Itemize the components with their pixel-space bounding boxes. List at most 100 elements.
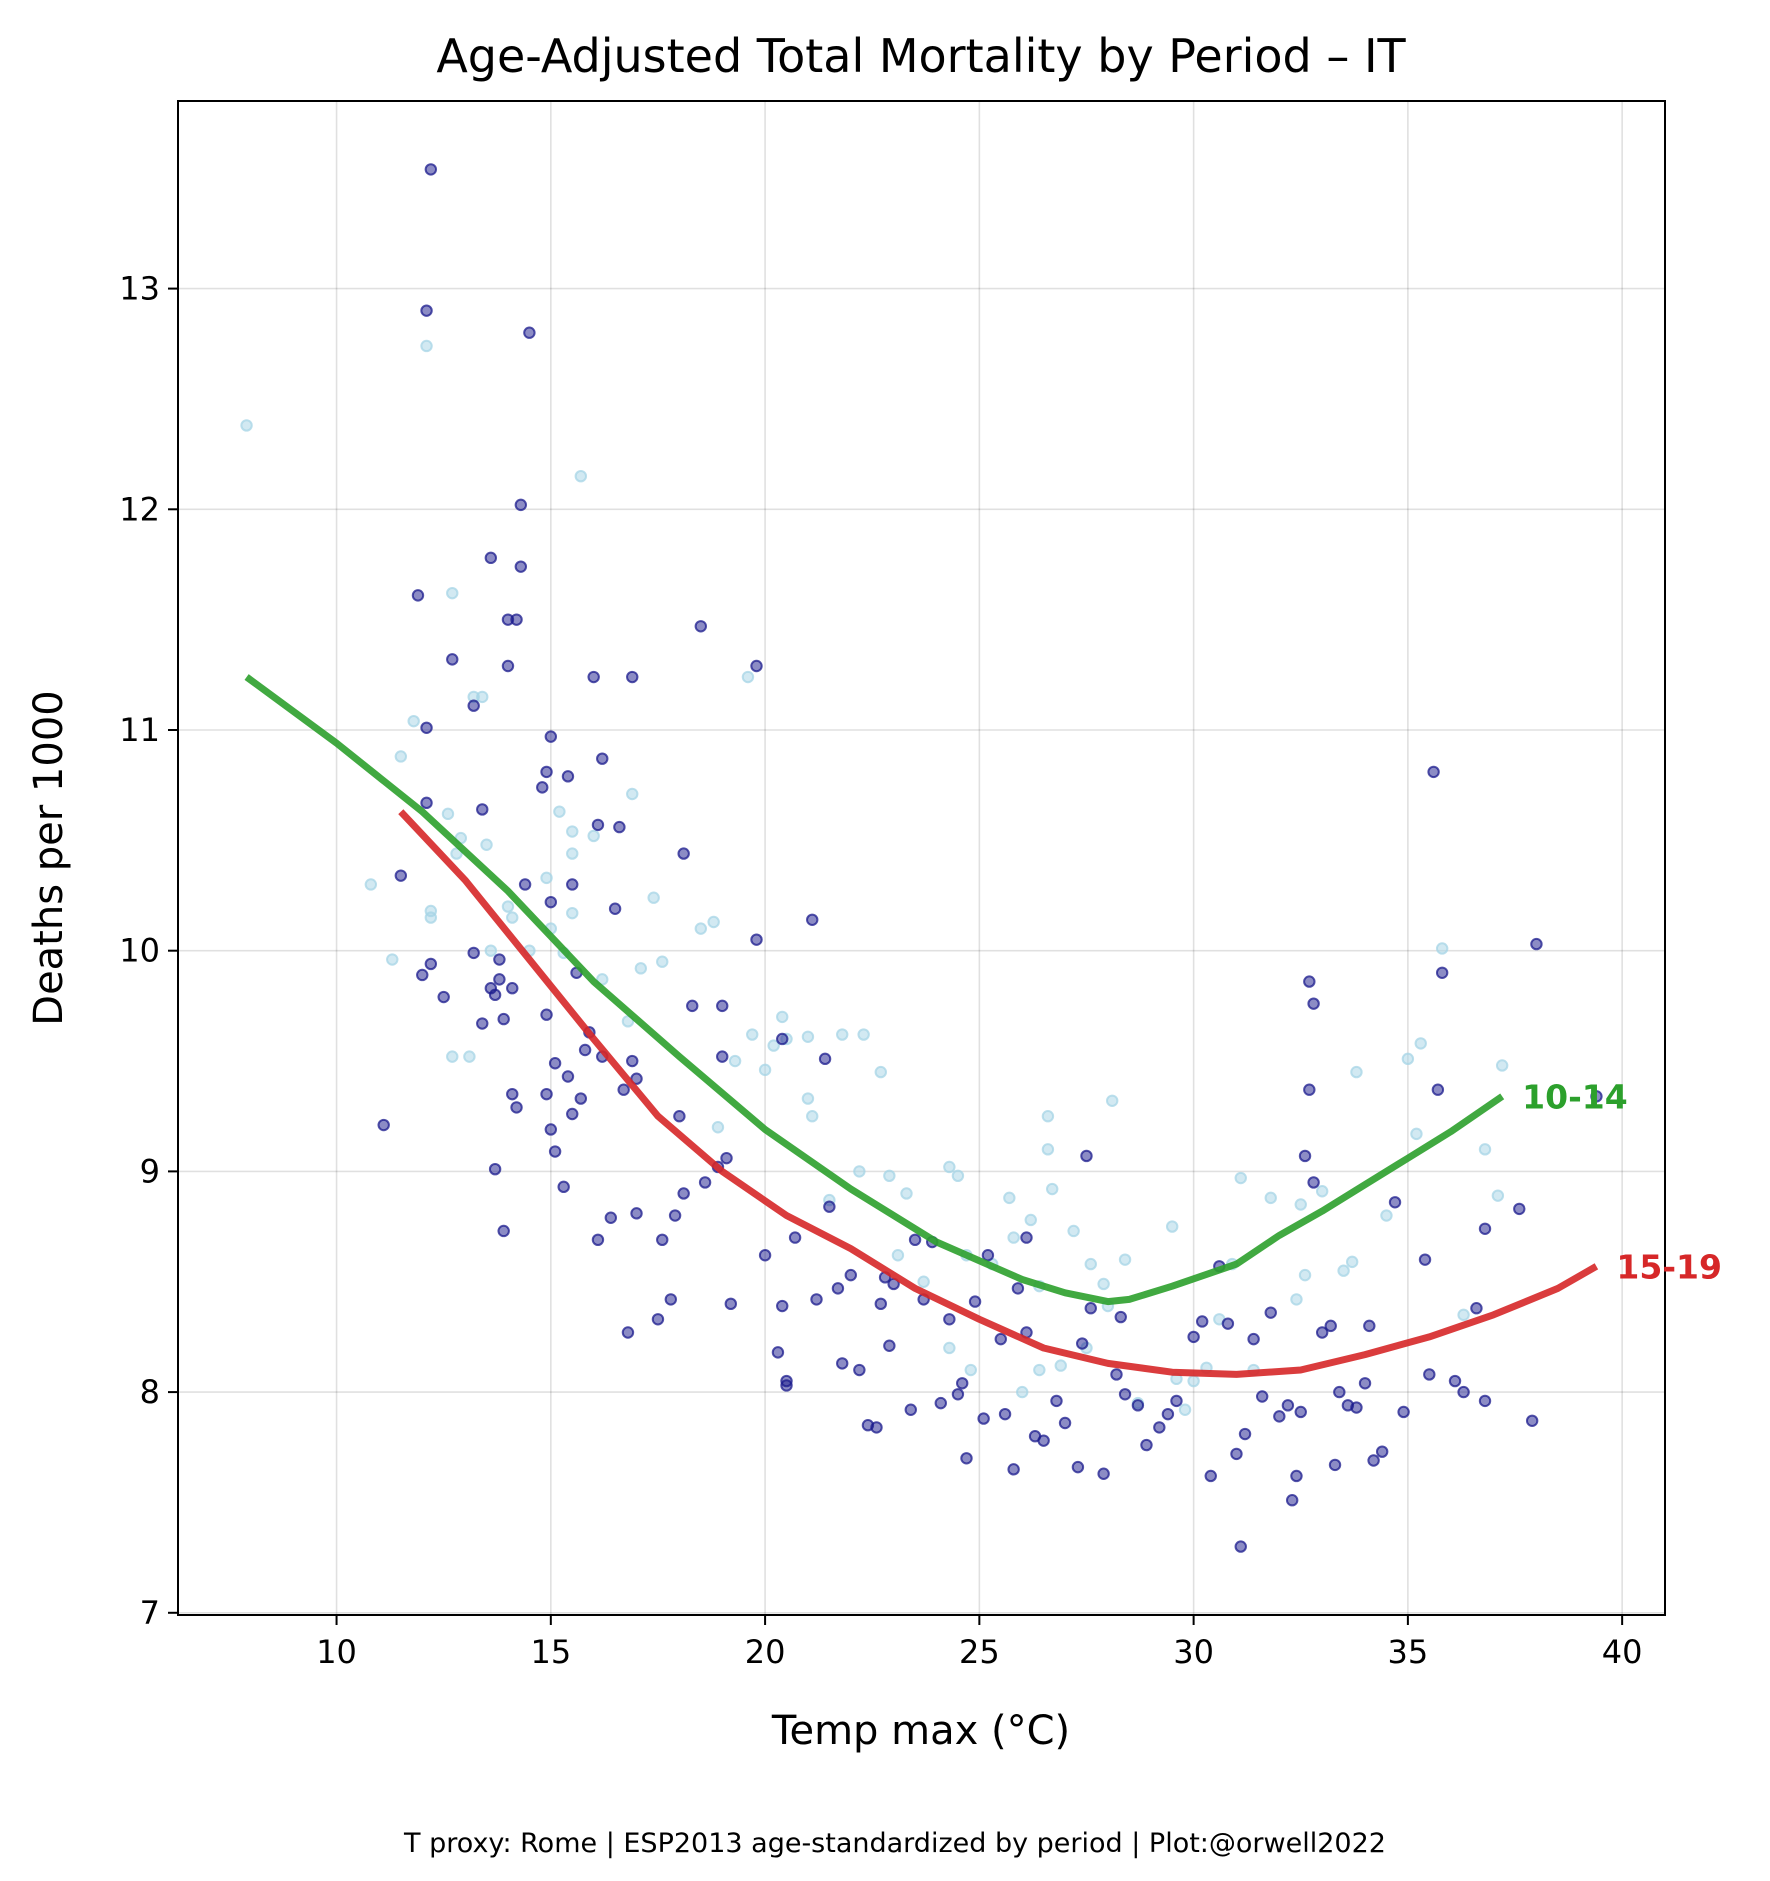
scatter-point <box>510 1101 523 1114</box>
scatter-point <box>917 1275 930 1288</box>
chart-caption: T proxy: Rome | ESP2013 age-standardized… <box>403 1828 1386 1859</box>
scatter-point <box>1328 1458 1342 1472</box>
scatter-point <box>1097 1467 1110 1480</box>
scatter-point <box>934 1396 947 1410</box>
scatter-point <box>1178 1403 1192 1416</box>
scatter-point <box>960 1452 973 1465</box>
scatter-point <box>476 690 489 704</box>
x-tick-label: 15 <box>530 1633 571 1671</box>
scatter-point <box>548 1057 562 1070</box>
scatter-point <box>1234 1540 1247 1553</box>
scatter-point <box>506 982 519 995</box>
scatter-point <box>686 999 699 1013</box>
y-tick-label: 10 <box>119 932 160 970</box>
scatter-point <box>1084 1302 1097 1315</box>
scatter-point <box>437 990 450 1004</box>
y-tick-label: 12 <box>119 490 160 528</box>
y-tick-label: 11 <box>119 711 160 749</box>
scatter-point <box>1324 1319 1337 1333</box>
scatter-point <box>656 955 669 968</box>
scatter-point <box>626 670 639 684</box>
scatter-point <box>240 419 253 432</box>
scatter-point <box>1161 1407 1175 1421</box>
scatter-point <box>823 1200 836 1213</box>
scatter-point <box>771 1346 785 1359</box>
series-line <box>244 674 1505 1306</box>
scatter-point <box>977 1412 990 1425</box>
scatter-point <box>377 1118 390 1132</box>
scatter-point <box>1238 1427 1252 1441</box>
scatter-point <box>1435 942 1449 955</box>
scatter-point <box>1084 1257 1097 1271</box>
x-tick-label: 35 <box>1388 1633 1429 1671</box>
scatter-point <box>998 1407 1012 1421</box>
scatter-point <box>801 1030 815 1043</box>
scatter-point <box>677 1187 690 1200</box>
scatter-point <box>1187 1330 1200 1344</box>
scatter-point <box>497 1224 510 1238</box>
scatter-point <box>1495 1059 1509 1072</box>
scatter-point <box>1375 1445 1389 1458</box>
scatter-point <box>853 1165 866 1178</box>
scatter-point <box>1530 937 1543 951</box>
scatter-point <box>540 1008 553 1021</box>
scatter-point <box>994 1332 1007 1346</box>
scatter-point <box>1105 1094 1119 1107</box>
scatter-point <box>836 1357 849 1370</box>
scatter-point <box>1418 1253 1432 1266</box>
scatter-point <box>1427 765 1440 779</box>
scatter-point <box>1170 1394 1183 1408</box>
scatter-point <box>818 1052 832 1066</box>
scatter-point <box>364 878 378 891</box>
scatter-point <box>1058 1416 1072 1430</box>
plot-frame <box>177 100 1666 1616</box>
scatter-point <box>386 953 399 966</box>
scatter-point <box>591 818 605 832</box>
scatter-point <box>1067 1224 1080 1238</box>
scatter-point <box>904 1403 917 1416</box>
scatter-point <box>746 1028 759 1041</box>
scatter-point <box>587 670 600 684</box>
scatter-point <box>776 1010 789 1024</box>
scatter-point <box>411 589 425 602</box>
scatter-point <box>1041 1143 1055 1156</box>
scatter-point <box>1281 1399 1295 1412</box>
scatter-point <box>1363 1319 1376 1333</box>
scatter-point <box>806 1110 819 1123</box>
scatter-point <box>1367 1454 1380 1467</box>
scatter-point <box>698 1176 712 1189</box>
scatter-point <box>801 1092 815 1105</box>
x-axis-label: Temp max (°C) <box>771 1708 1070 1754</box>
scatter-point <box>831 1282 845 1295</box>
scatter-point <box>484 982 498 995</box>
scatter-point <box>964 1363 977 1377</box>
scatter-point <box>1414 1037 1427 1050</box>
scatter-point <box>548 1145 562 1158</box>
scatter-point <box>776 1032 789 1046</box>
scatter-point <box>394 750 408 763</box>
series-end-label: 15-19 <box>1616 1247 1722 1286</box>
scatter-point <box>1298 1268 1312 1282</box>
scatter-point <box>1298 1149 1312 1163</box>
series-line <box>398 809 1599 1378</box>
scatter-point <box>874 1065 887 1079</box>
scatter-point <box>1307 1176 1320 1189</box>
scatter-point <box>836 1028 849 1041</box>
scatter-point <box>1350 1401 1363 1414</box>
scatter-point <box>467 946 480 960</box>
scatter-point <box>951 1169 965 1183</box>
scatter-point <box>951 1388 965 1401</box>
scatter-point <box>613 820 626 834</box>
scatter-point <box>596 752 609 765</box>
scatter-point <box>630 1072 643 1085</box>
scatter-point <box>506 911 519 924</box>
scatter-point <box>780 1379 793 1392</box>
tick-layer: 10 15 20 25 30 35 40 7 8 9 10 11 12 13 <box>119 270 1642 1671</box>
scatter-point <box>566 878 579 891</box>
scatter-point <box>420 721 433 734</box>
scatter-point <box>810 1293 823 1306</box>
scatter-point <box>501 659 515 673</box>
scatter-point <box>1457 1385 1470 1399</box>
scatter-point <box>943 1341 956 1355</box>
